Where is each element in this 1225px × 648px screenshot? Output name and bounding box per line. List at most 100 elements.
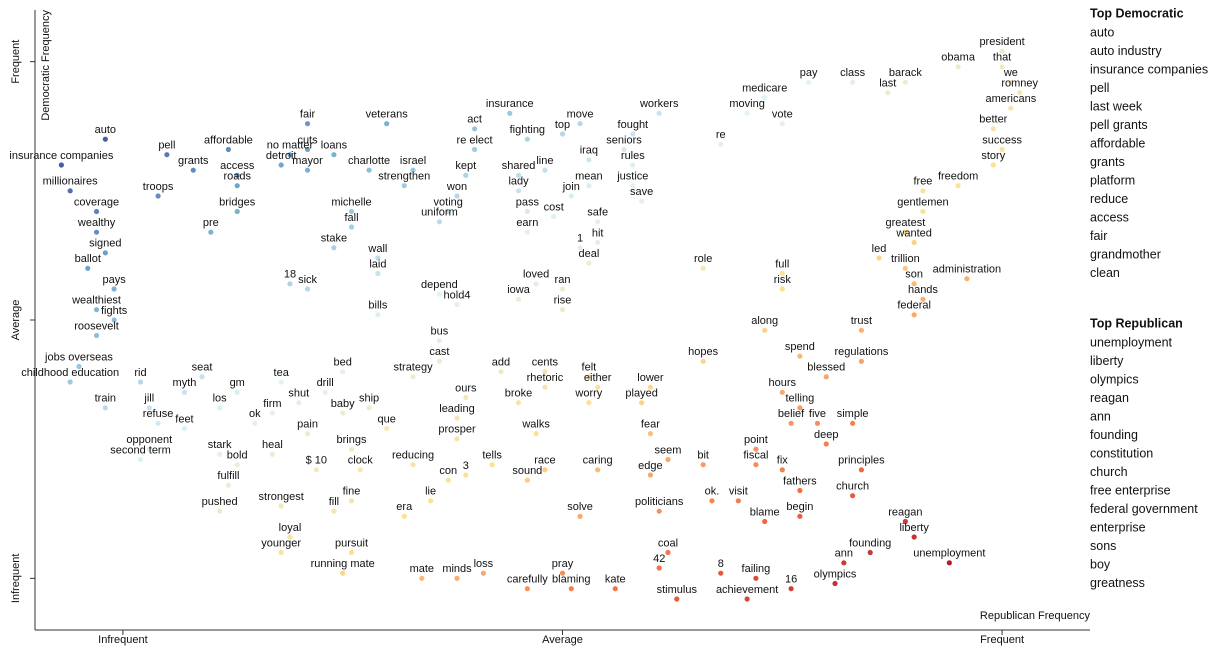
term: olympics	[1090, 372, 1139, 386]
point-label: ok	[249, 408, 261, 420]
point	[340, 369, 346, 375]
point-label: pay	[800, 67, 818, 79]
point-label: point	[744, 434, 768, 446]
point	[902, 79, 908, 85]
point-label: deep	[814, 429, 838, 441]
point-label: success	[982, 134, 1022, 146]
point-label: trust	[851, 315, 872, 327]
x-tick-label: Infrequent	[98, 634, 148, 646]
point-label: baby	[331, 398, 355, 410]
point-label: wealthiest	[71, 295, 121, 307]
point	[621, 146, 627, 153]
point	[375, 255, 381, 261]
point	[111, 317, 117, 323]
point-label: laid	[369, 258, 386, 270]
point	[665, 456, 671, 463]
point-label: minds	[442, 563, 472, 575]
top-democratic-title: Top Democratic	[1090, 6, 1184, 20]
point	[867, 549, 873, 556]
point-label: loyal	[279, 522, 302, 534]
point-label: israel	[400, 155, 426, 167]
point	[225, 146, 232, 153]
point-label: charlotte	[348, 155, 390, 167]
point-label: cents	[532, 357, 559, 369]
point-label: either	[584, 372, 612, 384]
point	[841, 560, 847, 566]
point	[234, 183, 240, 189]
point-label: strengthen	[378, 171, 430, 183]
point	[155, 193, 161, 199]
point-label: ship	[359, 393, 379, 405]
point	[542, 167, 548, 173]
point	[366, 167, 372, 173]
point-label: mean	[575, 171, 603, 183]
point-label: 16	[785, 574, 797, 586]
point	[348, 208, 355, 215]
point-label: free	[913, 176, 932, 188]
point	[858, 467, 865, 473]
point	[401, 513, 407, 519]
point-label: bridges	[219, 196, 256, 208]
point	[850, 493, 856, 499]
point-label: son	[905, 269, 923, 281]
point-label: era	[396, 501, 413, 513]
point	[296, 400, 302, 406]
point	[814, 420, 821, 426]
term: reduce	[1090, 192, 1128, 206]
point-label: rise	[554, 295, 572, 307]
point	[797, 405, 803, 411]
point	[234, 208, 240, 215]
term: founding	[1090, 428, 1138, 442]
term: boy	[1090, 557, 1111, 571]
term: liberty	[1090, 354, 1124, 368]
term: pell	[1090, 81, 1109, 95]
point	[674, 596, 680, 602]
point-label: second term	[110, 444, 171, 456]
point	[155, 420, 161, 426]
point-label: founding	[849, 537, 891, 549]
point-label: rules	[621, 150, 645, 162]
point-label: insurance	[486, 98, 534, 110]
point	[630, 131, 636, 137]
point-label: race	[534, 455, 555, 467]
point	[410, 374, 416, 380]
point-label: fill	[329, 496, 339, 508]
point	[700, 265, 706, 271]
point-label: access	[220, 160, 255, 172]
point	[287, 152, 293, 158]
point	[489, 462, 495, 468]
point	[779, 389, 785, 395]
point	[788, 420, 794, 426]
point	[999, 146, 1005, 153]
point-label: walks	[521, 419, 550, 431]
point-label: edge	[638, 460, 662, 472]
point	[876, 255, 882, 261]
point-label: reducing	[392, 450, 434, 462]
y-tick-label: Frequent	[10, 40, 22, 84]
point-label: failing	[742, 563, 771, 575]
point	[586, 183, 592, 189]
point-label: full	[775, 258, 789, 270]
term: unemployment	[1090, 335, 1173, 349]
point	[515, 400, 522, 406]
point-label: last	[879, 78, 896, 90]
point-label: mate	[410, 563, 434, 575]
point-label: pushed	[202, 496, 238, 508]
point-label: wealthy	[77, 217, 116, 229]
point-label: deal	[578, 248, 599, 260]
point-label: ours	[455, 382, 477, 394]
point-label: hands	[908, 284, 938, 296]
point	[287, 281, 293, 287]
point	[498, 369, 504, 375]
point-label: iraq	[580, 145, 598, 157]
point	[630, 162, 636, 168]
point	[533, 281, 539, 287]
point	[559, 570, 566, 576]
point	[331, 508, 337, 514]
point	[700, 462, 706, 468]
point-label: hours	[769, 377, 797, 389]
point-label: role	[694, 253, 712, 265]
point-label: ann	[835, 548, 853, 560]
point-label: gentlemen	[897, 196, 948, 208]
point	[137, 456, 144, 463]
